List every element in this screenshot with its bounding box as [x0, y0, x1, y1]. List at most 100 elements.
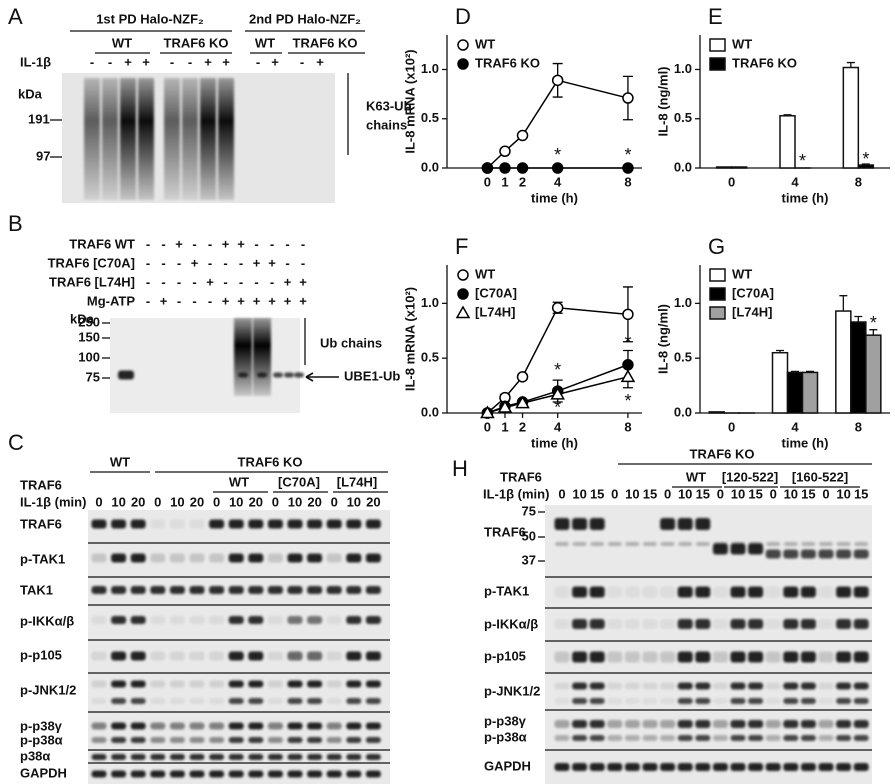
- band: [607, 763, 623, 771]
- y-axis-title: IL-8 mRNA (x10²): [402, 287, 417, 391]
- x-tick-label: 0: [728, 174, 735, 189]
- band: [287, 586, 303, 594]
- band: [572, 720, 588, 728]
- band: [853, 763, 869, 771]
- label: 150: [78, 329, 100, 344]
- band: [625, 542, 640, 546]
- band: [854, 542, 869, 546]
- band: [783, 586, 799, 598]
- band: [783, 735, 799, 741]
- band: [818, 763, 834, 771]
- x-tick-label: 2: [519, 174, 526, 189]
- band: [748, 619, 764, 629]
- band: [346, 770, 362, 778]
- band: [169, 651, 185, 661]
- sign: -: [146, 236, 150, 251]
- band: [228, 616, 244, 624]
- band: [209, 698, 225, 704]
- time: 0: [822, 486, 829, 501]
- band: [748, 682, 764, 690]
- band: [695, 698, 711, 704]
- sign: -: [108, 54, 112, 69]
- band: [695, 619, 711, 629]
- blot-label: TAK1: [20, 582, 53, 597]
- legend-label: WT: [732, 266, 752, 281]
- band: [554, 619, 570, 629]
- band: [111, 586, 127, 594]
- label: chains: [366, 117, 407, 132]
- x-tick-label: 1: [501, 174, 508, 189]
- band: [801, 542, 816, 546]
- band: [677, 735, 693, 741]
- sign: +: [268, 255, 276, 270]
- panel-label: E: [708, 4, 723, 29]
- band: [307, 737, 323, 743]
- band: [91, 680, 107, 688]
- band: [748, 698, 764, 704]
- y-axis-title: IL-8 (ng/ml): [655, 304, 670, 374]
- sign: -: [301, 236, 305, 251]
- sign: +: [299, 293, 307, 308]
- band: [91, 616, 107, 624]
- sign: +: [299, 274, 307, 289]
- bar: [857, 164, 875, 169]
- sign: -: [146, 274, 150, 289]
- band: [660, 518, 676, 530]
- band: [118, 370, 134, 380]
- band: [189, 586, 205, 594]
- band: [169, 680, 185, 688]
- band: [748, 542, 763, 546]
- x-tick-label: 0: [728, 419, 735, 434]
- label: 100: [78, 349, 100, 364]
- sign: +: [316, 54, 324, 69]
- band: [607, 735, 623, 741]
- sign: -: [301, 255, 305, 270]
- band: [326, 722, 342, 730]
- sign: +: [237, 293, 245, 308]
- band: [554, 682, 570, 690]
- time: 20: [307, 494, 321, 509]
- sign: -: [239, 255, 243, 270]
- band: [818, 651, 834, 663]
- band: [273, 372, 283, 378]
- time: 10: [784, 486, 798, 501]
- time: 10: [170, 494, 184, 509]
- sign: +: [284, 274, 292, 289]
- bar: [715, 166, 733, 169]
- band: [836, 698, 852, 704]
- x-tick-label: 0: [484, 174, 491, 189]
- band: [228, 519, 244, 529]
- band: [189, 680, 205, 688]
- legend-swatch: [709, 287, 726, 301]
- band: [643, 542, 657, 546]
- band: [607, 586, 623, 598]
- band: [783, 549, 799, 559]
- band: [209, 737, 225, 743]
- sign: -: [254, 236, 258, 251]
- legend-label: [C70A]: [732, 285, 774, 300]
- band: [326, 680, 342, 688]
- band: [748, 720, 764, 728]
- band: [765, 682, 781, 690]
- band: [836, 763, 852, 771]
- blot-label: TRAF6: [20, 516, 62, 531]
- band: [91, 770, 107, 778]
- band: [346, 680, 362, 688]
- band: [209, 680, 225, 688]
- band: [677, 619, 693, 629]
- blot-label: p-TAK1: [20, 551, 65, 566]
- time: 0: [213, 494, 220, 509]
- band: [624, 619, 640, 629]
- bar: [865, 334, 882, 414]
- band: [150, 737, 166, 743]
- band: [554, 586, 570, 598]
- band: [150, 722, 166, 730]
- band: [607, 651, 623, 663]
- point: [499, 162, 511, 174]
- blot-label: p-JNK1/2: [484, 683, 540, 698]
- band: [209, 651, 225, 661]
- band: [818, 735, 834, 741]
- band: [257, 372, 267, 378]
- band: [589, 619, 605, 629]
